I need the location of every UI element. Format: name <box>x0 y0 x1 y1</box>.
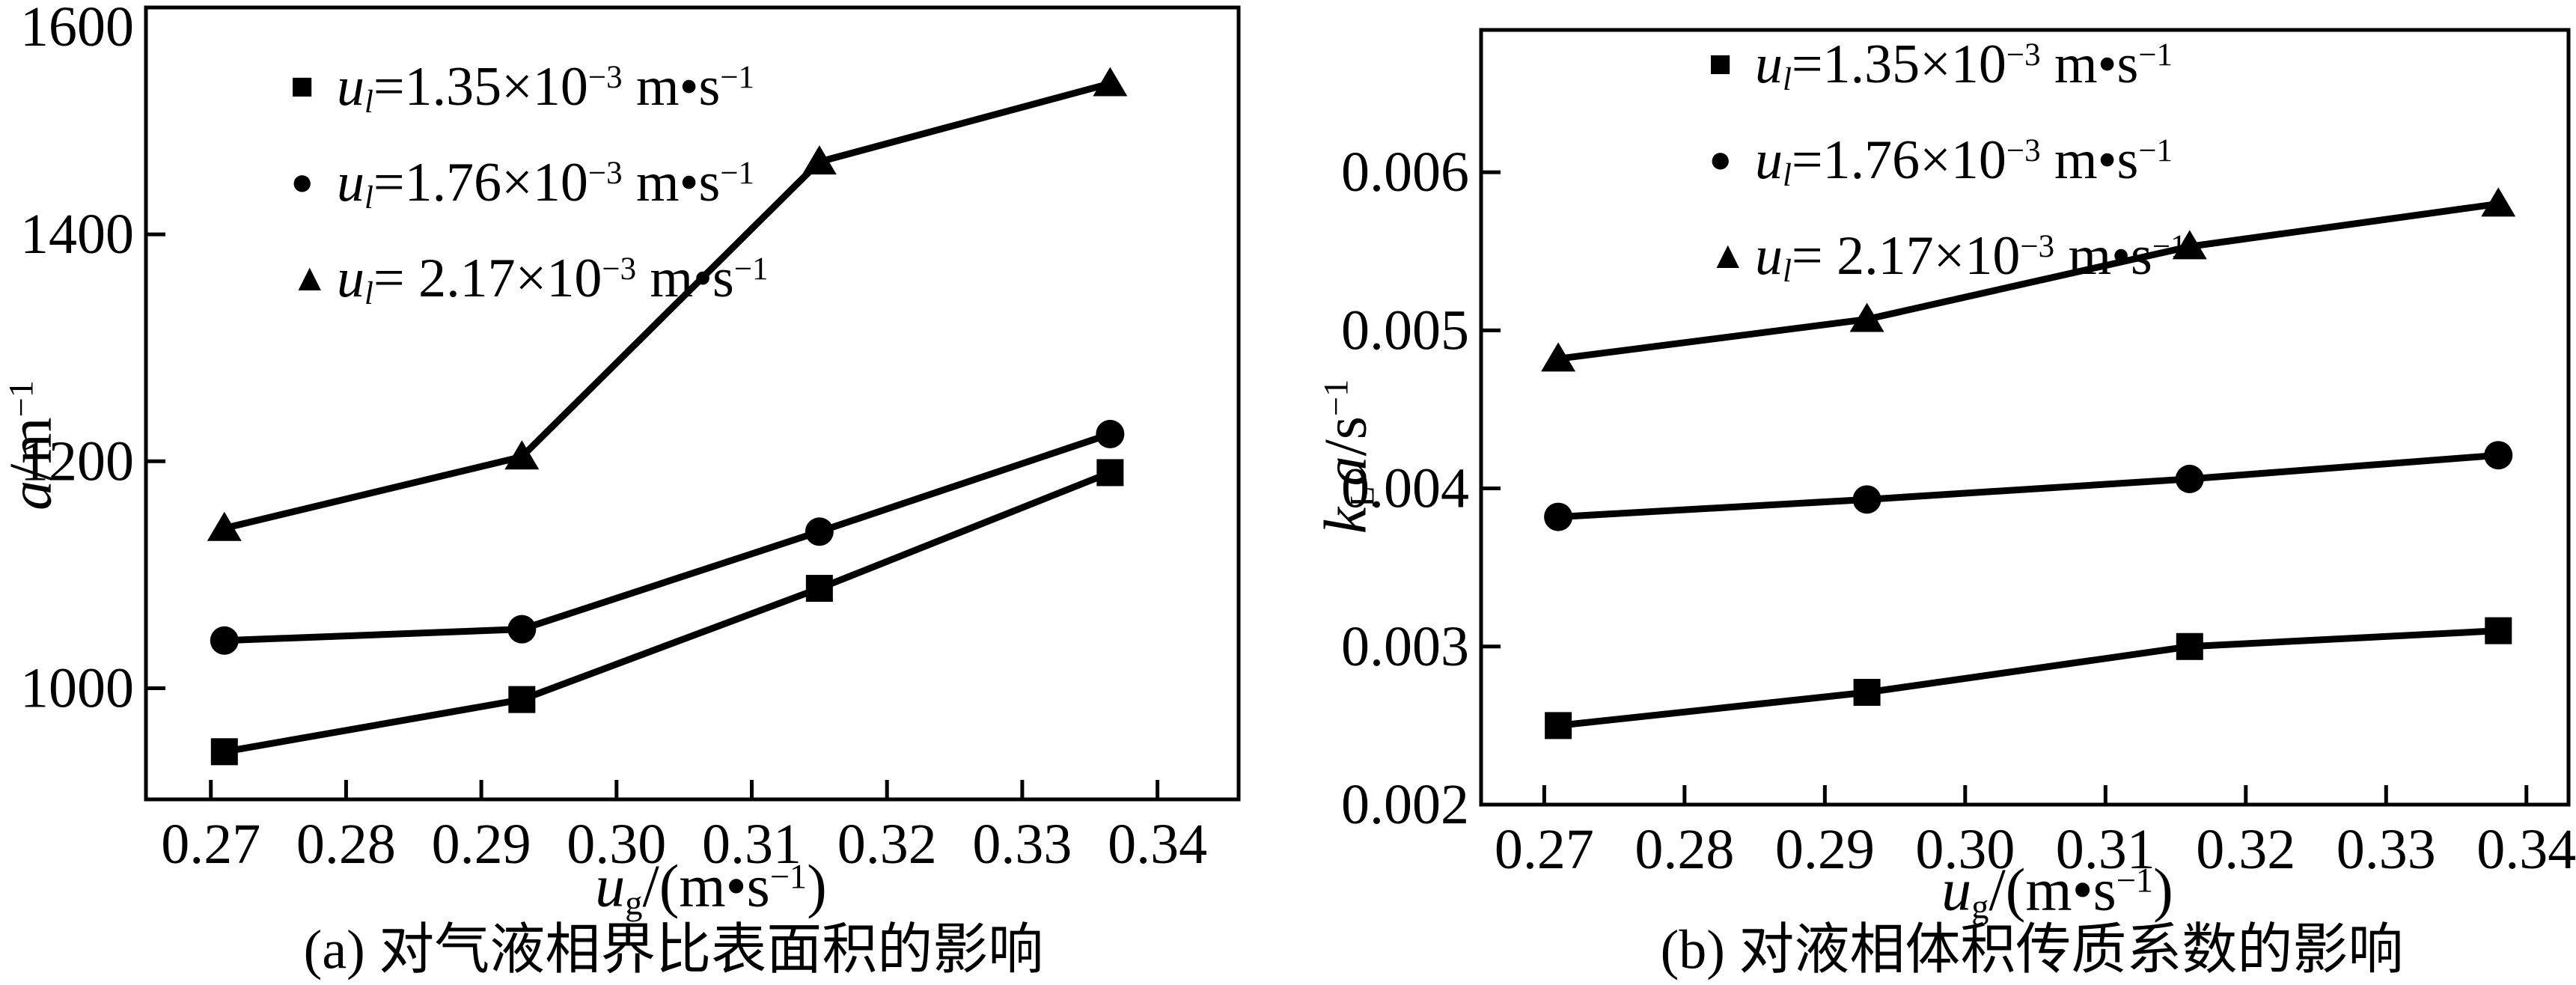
x-tick-label: 0.34 <box>2476 818 2576 881</box>
triangle-marker-icon: ▲ <box>290 257 329 299</box>
y-tick-label: 0.003 <box>1341 615 1469 678</box>
x-tick-label: 0.30 <box>567 813 666 876</box>
y-tick-label: 0.005 <box>1341 299 1469 362</box>
series-line-triangle <box>1554 200 2502 362</box>
y-tick-label: 0.002 <box>1341 773 1469 836</box>
legend: ■ ul=1.35×10−3 m•s−1 ● ul=1.76×10−3 m•s−… <box>1709 33 2186 320</box>
y-tick-label: 1400 <box>20 203 134 266</box>
triangle-marker-icon: ▲ <box>1709 234 1748 277</box>
square-marker-icon: ■ <box>1709 43 1733 85</box>
x-tick-label: 0.28 <box>1635 818 1734 881</box>
y-tick-label: 1000 <box>20 656 134 719</box>
legend-label: ul=1.35×10−3 m•s−1 <box>337 55 754 120</box>
y-tick-label: 0.006 <box>1341 141 1469 204</box>
series-line-circle <box>1554 451 2502 521</box>
legend-label: ul=1.35×10−3 m•s−1 <box>1755 33 2173 97</box>
series-line-square <box>1554 627 2502 729</box>
plot-area-b: 0.27 0.28 0.29 0.30 0.31 0.32 0.33 0.34 0.002 0.0… <box>1341 28 2576 881</box>
series-line-triangle <box>221 80 1114 532</box>
square-marker-icon: ■ <box>290 65 314 108</box>
x-tick-label: 0.29 <box>1775 818 1875 881</box>
x-tick-label: 0.29 <box>432 813 531 876</box>
plot-frame <box>144 5 1241 802</box>
square-marker-icon <box>2485 617 2512 644</box>
circle-marker-icon <box>805 517 834 546</box>
circle-marker-icon <box>2484 441 2513 470</box>
subfigure-caption-b: (b) 对液相体积传质系数的影响 <box>1660 919 2404 981</box>
x-tick-label: 0.33 <box>972 813 1072 876</box>
circle-marker-icon <box>1544 502 1573 531</box>
square-marker-icon <box>210 738 238 766</box>
y-axis-label: a/m−1 <box>0 380 64 510</box>
x-tick-label: 0.32 <box>2196 818 2295 881</box>
legend-label: ul= 2.17×10−3 m•s−1 <box>1755 225 2187 289</box>
x-tick-label: 0.28 <box>296 813 396 876</box>
y-tick-label: 1200 <box>20 430 134 492</box>
square-marker-icon <box>2176 632 2203 660</box>
y-axis-label: kLa/s−1 <box>1313 379 1382 534</box>
square-marker-icon <box>508 686 536 713</box>
legend-label: ul=1.76×10−3 m•s−1 <box>1755 129 2173 193</box>
legend-label: ul= 2.17×10−3 m•s−1 <box>337 247 769 311</box>
series-line-square <box>221 469 1114 755</box>
x-tick-label: 0.33 <box>2337 818 2436 881</box>
chart-panel-b: 0.27 0.28 0.29 0.30 0.31 0.32 0.33 0.34 0.002 0.0… <box>1288 0 2576 985</box>
legend-item: ■ ul=1.35×10−3 m•s−1 <box>290 55 768 120</box>
chart-panel-a: 0.27 0.28 0.29 0.30 0.31 0.32 0.33 0.34 1000 1200… <box>0 0 1241 981</box>
circle-marker-icon: ● <box>1709 138 1733 181</box>
series-line-circle <box>221 430 1114 644</box>
square-marker-icon <box>1545 712 1572 739</box>
square-marker-icon <box>1096 459 1124 487</box>
circle-marker-icon <box>2175 464 2204 493</box>
legend-item: ▲ ul= 2.17×10−3 m•s−1 <box>290 247 769 311</box>
x-tick-label: 0.31 <box>702 813 802 876</box>
x-tick-label: 0.31 <box>2056 818 2155 881</box>
triangle-marker-icon <box>2172 230 2207 260</box>
square-marker-icon <box>1853 679 1881 707</box>
triangle-marker-icon <box>207 511 242 541</box>
y-tick-label: 0.004 <box>1341 457 1469 520</box>
circle-marker-icon: ● <box>290 161 314 204</box>
triangle-marker-icon <box>504 440 540 470</box>
y-tick-label: 1600 <box>20 0 134 58</box>
triangle-marker-icon <box>1849 302 1884 332</box>
circle-marker-icon <box>1852 485 1881 514</box>
circle-marker-icon <box>507 615 537 644</box>
triangle-marker-icon <box>1093 67 1128 97</box>
x-axis-label: ug/(m•s−1) <box>1941 857 2173 927</box>
triangle-marker-icon <box>2481 187 2516 217</box>
legend-label: ul=1.76×10−3 m•s−1 <box>337 151 754 216</box>
x-tick-label: 0.32 <box>837 813 937 876</box>
legend-item: ■ ul=1.35×10−3 m•s−1 <box>1709 33 2186 97</box>
x-tick-label: 0.27 <box>161 813 260 876</box>
legend-item: ● ul=1.76×10−3 m•s−1 <box>290 151 768 216</box>
plot-frame <box>1479 28 2571 807</box>
x-axis-label: ug/(m•s−1) <box>595 853 827 923</box>
legend-item: ● ul=1.76×10−3 m•s−1 <box>1709 129 2186 193</box>
x-tick-label: 0.34 <box>1108 813 1207 876</box>
square-marker-icon <box>805 575 833 603</box>
circle-marker-icon <box>1096 419 1125 448</box>
x-tick-label: 0.27 <box>1495 818 1594 881</box>
circle-marker-icon <box>210 626 239 655</box>
plot-area-a: 0.27 0.28 0.29 0.30 0.31 0.32 0.33 0.34 1000 1200… <box>20 0 1241 876</box>
legend-item: ▲ ul= 2.17×10−3 m•s−1 <box>1709 225 2187 289</box>
triangle-marker-icon <box>1541 342 1576 372</box>
triangle-marker-icon <box>802 145 837 175</box>
x-tick-label: 0.30 <box>1915 818 2015 881</box>
subfigure-caption-a: (a) 对气液相界比表面积的影响 <box>303 919 1044 981</box>
legend: ■ ul=1.35×10−3 m•s−1 ● ul=1.76×10−3 m•s−… <box>290 55 768 343</box>
